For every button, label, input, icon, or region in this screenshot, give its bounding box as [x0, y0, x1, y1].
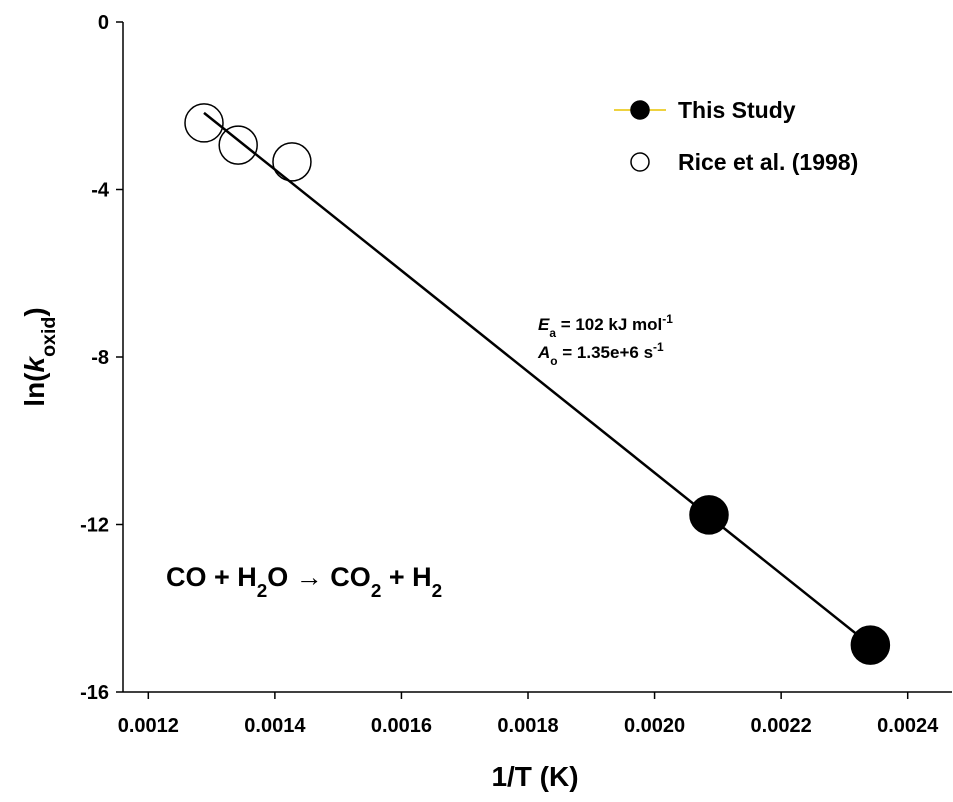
legend-marker: [630, 152, 650, 172]
text-part: o: [550, 354, 557, 368]
text-part: 2: [371, 581, 382, 602]
legend-label: Rice et al. (1998): [678, 149, 858, 175]
text-part: = 1.35e+6 s: [558, 343, 653, 362]
text-part: a: [549, 326, 556, 340]
annotation: Ao = 1.35e+6 s-1: [537, 340, 664, 368]
y-tick-label: -8: [91, 347, 109, 369]
text-part: O → CO: [267, 562, 371, 592]
x-tick-label: 0.0020: [624, 715, 685, 737]
text-part: = 102 kJ mol: [556, 315, 662, 334]
x-tick-label: 0.0012: [118, 715, 179, 737]
text-part: ): [19, 307, 50, 316]
marker: [272, 142, 312, 182]
text-part: A: [537, 343, 550, 362]
y-tick-label: 0: [98, 12, 109, 34]
marker: [218, 125, 258, 165]
text-part: + H: [381, 562, 431, 592]
annotation: CO + H2O → CO2 + H2: [166, 562, 442, 602]
y-tick-label: -12: [80, 515, 109, 537]
text-part: E: [538, 315, 550, 334]
text-part: -1: [653, 340, 664, 354]
marker: [850, 625, 891, 665]
text-part: 2: [257, 581, 268, 602]
fit-line: [203, 111, 872, 647]
text-part: 2: [432, 581, 443, 602]
legend-label: This Study: [678, 97, 796, 123]
y-tick-label: -16: [80, 682, 109, 704]
x-axis-title: 1/T (K): [491, 761, 578, 792]
x-tick-label: 0.0022: [751, 715, 812, 737]
text-part: k: [19, 355, 50, 372]
x-tick-label: 0.0018: [497, 715, 558, 737]
text-part: oxid: [38, 317, 60, 357]
x-tick-label: 0.0014: [244, 715, 306, 737]
x-tick-label: 0.0024: [877, 715, 939, 737]
annotation: Ea = 102 kJ mol-1: [538, 312, 673, 340]
y-axis-title: ln(koxid): [19, 307, 60, 406]
text-part: CO + H: [166, 562, 257, 592]
y-tick-label: -4: [91, 180, 110, 202]
legend-marker: [630, 100, 650, 120]
marker: [689, 495, 729, 535]
marker: [184, 103, 224, 143]
text-part: -1: [662, 312, 673, 326]
x-tick-label: 0.0016: [371, 715, 432, 737]
text-part: ln(: [19, 372, 50, 407]
